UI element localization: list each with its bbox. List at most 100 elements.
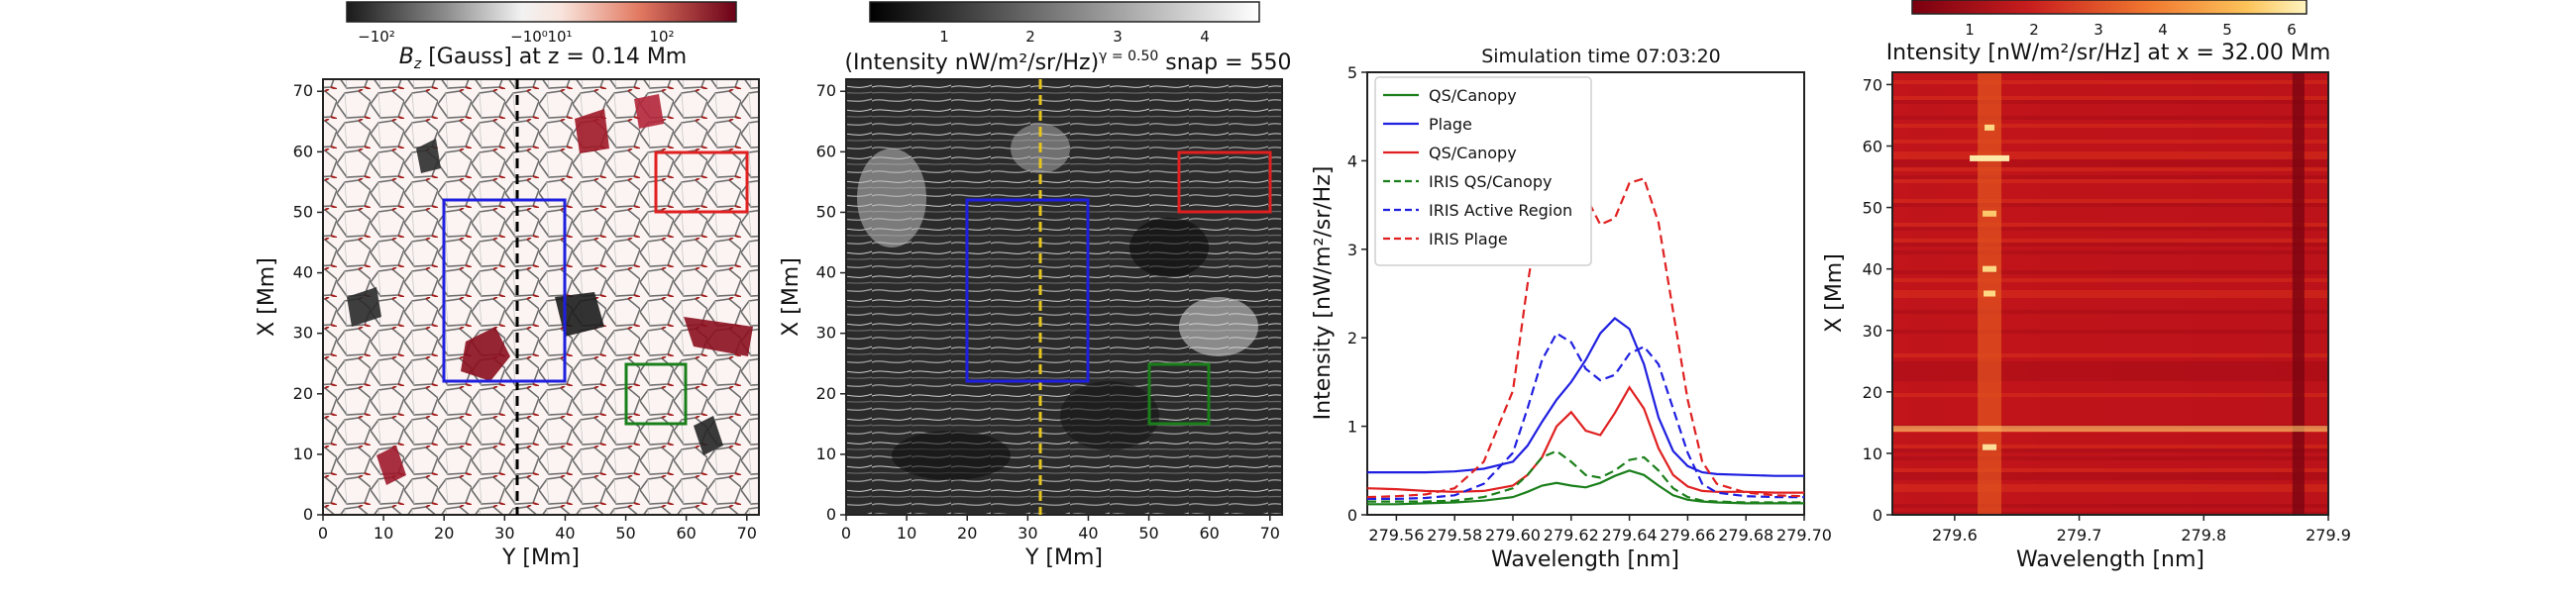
wavelength-bright-feature: [1970, 154, 2010, 161]
spectrum-y-tick-label: 4: [1347, 151, 1357, 170]
intensity-xlabel: Y [Mm]: [1024, 545, 1103, 570]
wavelength-row: [1892, 456, 2328, 460]
wavelength-row: [1892, 148, 2328, 151]
x-tick-label: 30: [1018, 524, 1037, 543]
x-tick-label: 60: [1199, 524, 1219, 543]
legend-label: QS/Canopy: [1429, 86, 1517, 105]
spectrum-y-tick-label: 1: [1347, 418, 1357, 437]
wavelength-row: [1892, 409, 2328, 413]
wavelength-row: [1892, 504, 2328, 508]
wavelength-bright-feature: [1983, 265, 1997, 272]
wavelength-bright-feature: [1984, 290, 1996, 297]
bz-colorbar: [346, 1, 737, 23]
intensity-region-qs-box: [1147, 362, 1211, 426]
spectrum-x-tick-label: 279.64: [1602, 526, 1658, 544]
intensity-colorbar: [869, 1, 1260, 23]
wavelength-ylabel: X [Mm]: [1822, 253, 1847, 333]
wavelength-row: [1892, 314, 2328, 318]
intensity-region-plage-box: [965, 198, 1090, 383]
intensity-region-qs-upper-box: [1177, 150, 1272, 214]
y-tick-label: 70: [816, 81, 836, 100]
wavelength-row: [1892, 159, 2328, 163]
y-tick-label: 0: [826, 505, 836, 524]
wavelength-row: [1892, 183, 2328, 187]
wavelength-row: [1892, 132, 2328, 136]
wavelength-row: [1892, 144, 2328, 148]
wavelength-y-tick-label: 50: [1863, 199, 1882, 218]
legend-label: IRIS Plage: [1429, 230, 1508, 248]
intensity-colorbar-tick: 1: [939, 28, 949, 46]
wavelength-row: [1892, 203, 2328, 207]
intensity-xticks: 0 10 20 30 40 50 60 70 0 10 20 30 40 50 60 70: [816, 81, 1280, 543]
wavelength-row: [1892, 227, 2328, 231]
spectrum-x-tick-label: 279.70: [1776, 526, 1832, 544]
wavelength-bright-feature: [1983, 210, 1997, 217]
wavelength-y-tick-label: 10: [1863, 445, 1882, 463]
wavelength-row: [1892, 405, 2328, 409]
wavelength-row: [1892, 167, 2328, 171]
bz-xticks: 0 10 20 30 40 50 60 70 0 10 20 30 40 50 60 70: [293, 81, 757, 543]
wavelength-row: [1892, 175, 2328, 179]
bz-xlabel: Y [Mm]: [501, 545, 580, 570]
wavelength-row: [1892, 207, 2328, 211]
wavelength-row: [1892, 468, 2328, 472]
wavelength-row: [1892, 270, 2328, 274]
spectrum-xlabel: Wavelength [nm]: [1491, 547, 1679, 572]
wavelength-row: [1892, 163, 2328, 167]
wavelength-row: [1892, 124, 2328, 128]
x-tick-label: 40: [1078, 524, 1098, 543]
wavelength-yticks: 0 10 20 30 40 50 60 70: [1863, 75, 1892, 525]
legend-label: QS/Canopy: [1429, 144, 1517, 162]
wavelength-row: [1892, 381, 2328, 385]
spectrum-series: [1366, 150, 1805, 506]
legend-label: Plage: [1429, 115, 1472, 134]
wavelength-row: [1892, 500, 2328, 504]
spectrum-plot-frame: [1366, 71, 1805, 516]
wavelength-row: [1892, 393, 2328, 397]
wavelength-colorbar-tick: 4: [2158, 21, 2168, 39]
spectrum-series-line-3: [1367, 449, 1804, 504]
wavelength-line-core-secondary: [2292, 72, 2305, 515]
spectrum-x-tick-label: 279.62: [1544, 526, 1599, 544]
y-tick-label: 30: [816, 324, 836, 343]
x-tick-label: 70: [1260, 524, 1280, 543]
wavelength-row: [1892, 278, 2328, 282]
legend-label: IRIS QS/Canopy: [1429, 172, 1552, 191]
wavelength-colorbar-tick: 3: [2093, 21, 2103, 39]
y-tick-label: 60: [293, 142, 313, 160]
wavelength-row: [1892, 377, 2328, 381]
bz-colorbar-tick: −10²: [358, 28, 395, 46]
bz-colorbar-tick: 10²: [649, 28, 674, 46]
wavelength-bright-feature: [1892, 426, 2328, 433]
wavelength-colorbar-tick: 1: [1965, 21, 1975, 39]
spectrum-series-line-0: [1367, 469, 1804, 506]
y-tick-label: 20: [816, 384, 836, 403]
wavelength-row: [1892, 274, 2328, 278]
bz-colorbar-tick: 10¹: [547, 28, 572, 46]
x-tick-label: 0: [841, 524, 851, 543]
wavelength-row: [1892, 231, 2328, 235]
wavelength-row: [1892, 342, 2328, 346]
wavelength-row: [1892, 187, 2328, 191]
wavelength-row: [1892, 215, 2328, 219]
wavelength-row: [1892, 266, 2328, 270]
wavelength-row: [1892, 385, 2328, 389]
wavelength-row: [1892, 437, 2328, 441]
wavelength-row: [1892, 155, 2328, 159]
wavelength-row: [1892, 357, 2328, 361]
y-tick-label: 60: [816, 142, 836, 160]
spectrum-x-tick-label: 279.68: [1718, 526, 1773, 544]
wavelength-row: [1892, 369, 2328, 373]
bz-plot-frame: [322, 78, 760, 516]
spectrum-ylabel: Intensity [nW/m²/sr/Hz]: [1311, 166, 1336, 421]
wavelength-row: [1892, 108, 2328, 112]
x-tick-label: 10: [374, 524, 393, 543]
wavelength-row: [1892, 445, 2328, 448]
wavelength-row: [1892, 151, 2328, 155]
wavelength-y-tick-label: 70: [1863, 75, 1882, 94]
x-tick-label: 20: [434, 524, 454, 543]
wavelength-row: [1892, 346, 2328, 349]
wavelength-row: [1892, 262, 2328, 266]
wavelength-y-tick-label: 40: [1863, 260, 1882, 279]
wavelength-row: [1892, 508, 2328, 512]
